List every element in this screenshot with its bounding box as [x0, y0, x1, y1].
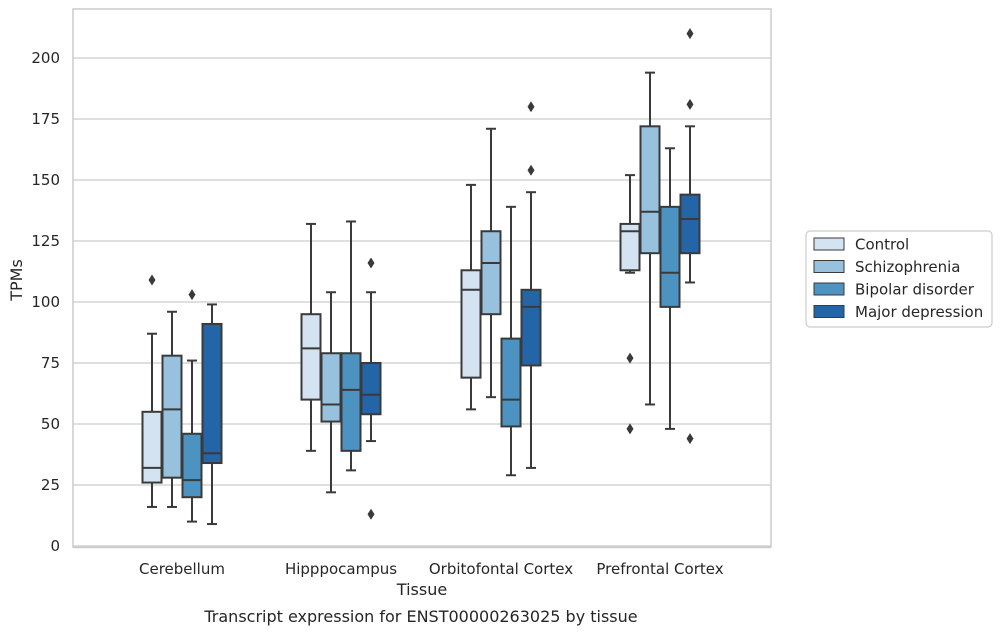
x-axis-ticks: Cerebellum Hipppocampus Orbitofontal Corte… — [139, 560, 724, 578]
box-iqr — [460, 269, 482, 379]
outlier-point — [367, 257, 375, 269]
box-control — [460, 183, 482, 411]
legend-frame — [805, 230, 993, 328]
box-bipolar-disorder — [500, 205, 522, 477]
outlier-point — [686, 433, 694, 445]
box-major-depression — [679, 28, 701, 445]
box-iqr — [300, 313, 322, 401]
legend-swatch — [813, 260, 845, 273]
outlier-point — [626, 352, 634, 364]
box-iqr — [360, 362, 382, 416]
y-tick-label: 150 — [31, 171, 60, 189]
boxplot-series — [141, 28, 701, 526]
box-bipolar-disorder — [181, 289, 203, 523]
box-major-depression — [520, 101, 542, 469]
box-iqr — [141, 410, 163, 484]
outlier-point — [686, 98, 694, 110]
x-tick-label: Hipppocampus — [285, 560, 397, 578]
box-iqr — [340, 352, 362, 452]
y-tick-label: 25 — [41, 476, 60, 494]
box-major-depression — [360, 257, 382, 520]
outlier-point — [527, 164, 535, 176]
box-iqr — [480, 230, 502, 316]
y-tick-label: 200 — [31, 49, 60, 67]
box-control — [300, 222, 322, 452]
box-iqr — [181, 432, 203, 499]
legend-label: Schizophrenia — [855, 258, 960, 276]
box-major-depression — [201, 303, 223, 526]
box-schizophrenia — [161, 310, 183, 508]
x-tick-label: Cerebellum — [139, 560, 225, 578]
outlier-point — [367, 508, 375, 520]
legend-swatch — [813, 282, 845, 296]
y-tick-label: 125 — [31, 232, 60, 250]
legend-label: Control — [855, 236, 909, 254]
box-iqr — [161, 354, 183, 479]
box-bipolar-disorder — [659, 147, 681, 430]
x-tick-label: Orbitofontal Cortex — [429, 560, 573, 578]
legend-swatch — [813, 237, 845, 251]
y-axis-label: TPMs — [7, 259, 26, 302]
box-control — [619, 174, 641, 435]
x-axis-label: Tissue — [396, 580, 447, 599]
box-bipolar-disorder — [340, 220, 362, 472]
legend-label: Major depression — [855, 303, 983, 321]
outlier-point — [148, 274, 156, 286]
box-iqr — [320, 352, 342, 423]
y-tick-label: 0 — [50, 537, 60, 555]
y-tick-label: 100 — [31, 293, 60, 311]
box-iqr — [500, 337, 522, 428]
box-schizophrenia — [320, 291, 342, 494]
legend-label: Bipolar disorder — [855, 281, 975, 299]
outlier-point — [527, 101, 535, 113]
chart-caption: Transcript expression for ENST0000026302… — [203, 607, 637, 626]
plot-frame — [72, 8, 772, 548]
box-iqr — [201, 322, 223, 465]
box-iqr — [639, 125, 661, 255]
legend-swatch — [813, 305, 845, 318]
x-tick-label: Prefrontal Cortex — [596, 560, 723, 578]
box-control — [141, 274, 163, 508]
legend: Control Schizophrenia Bipolar disorder Majo… — [805, 230, 993, 328]
outlier-point — [626, 423, 634, 435]
outlier-point — [188, 289, 196, 301]
y-tick-label: 50 — [41, 415, 60, 433]
box-iqr — [679, 193, 701, 255]
box-schizophrenia — [639, 71, 661, 406]
y-axis-ticks: 0 25 50 75 100 125 150 175 200 — [31, 49, 60, 555]
y-tick-label: 175 — [31, 110, 60, 128]
y-tick-label: 75 — [41, 354, 60, 372]
box-iqr — [659, 205, 681, 308]
outlier-point — [686, 28, 694, 40]
box-iqr — [520, 288, 542, 367]
box-schizophrenia — [480, 127, 502, 399]
